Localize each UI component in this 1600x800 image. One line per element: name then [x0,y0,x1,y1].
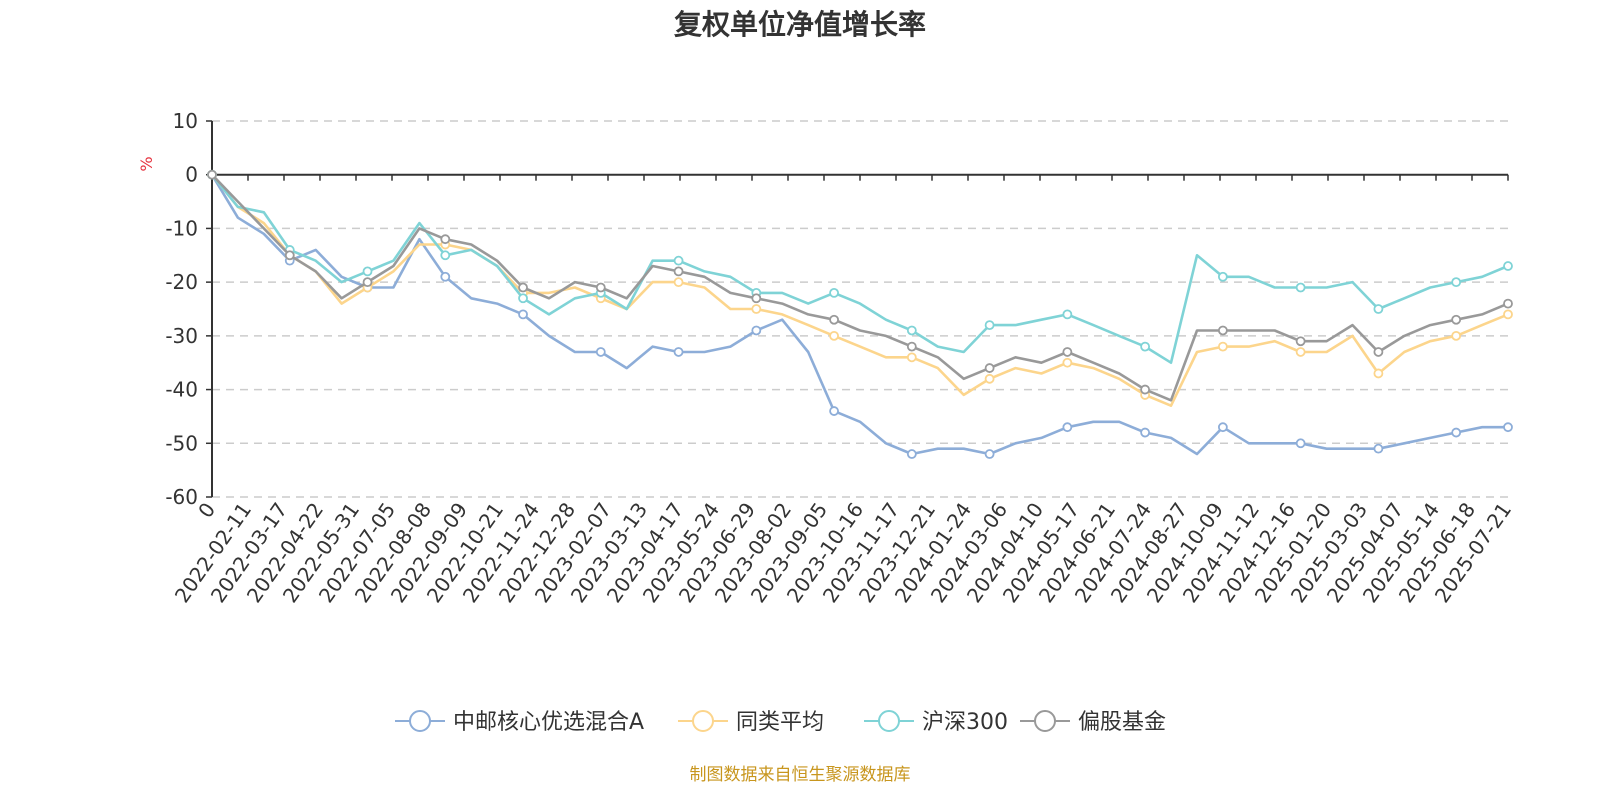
series-point [829,314,839,325]
series-point [1451,330,1462,341]
series-line [210,173,1509,365]
axes [206,120,1509,498]
series-point [906,352,917,363]
legend-label: 沪深300 [922,710,1008,735]
legend-label: 偏股基金 [1078,710,1166,735]
series-point [1140,427,1151,438]
series-point [440,250,451,261]
series-point [906,325,917,336]
grid-lines [212,120,1508,498]
series-point [673,277,684,288]
y-tick-label: -50 [165,431,198,455]
series-point [1062,422,1073,433]
series-point [1217,422,1228,433]
series-point [673,255,684,266]
y-tick-label: 10 [173,109,198,133]
series-point [440,271,451,282]
series-point [1451,314,1462,325]
series-point [1295,282,1306,293]
series-point [1373,443,1384,454]
series-point [984,320,995,331]
legend-label: 中邮核心优选混合A [453,710,644,735]
chart-title: 复权单位净值增长率 [674,8,926,41]
series-point [1503,261,1513,271]
series-point [906,341,917,352]
series-point [751,304,762,314]
series-point [751,293,762,304]
series-point [1295,336,1306,347]
series-point [829,287,839,298]
y-tick-labels: 10 0 -10 -20 -30 -40 -50 -60 [165,109,198,509]
series-point [829,330,839,341]
series-line [210,173,1509,408]
series-point [362,266,373,277]
series-point [1062,347,1073,357]
series-point [207,169,217,180]
series-lines [207,169,1513,459]
x-tick-label: 0 [193,498,220,522]
y-tick-label: -30 [165,324,198,348]
series-point [1373,368,1384,379]
series-point [1503,298,1513,309]
legend-item[interactable]: 沪深300 [864,710,1008,735]
legend-item[interactable]: 偏股基金 [1020,710,1166,735]
series-point [595,347,606,357]
legend-swatch-marker [409,710,431,732]
legend-swatch-marker [692,710,714,732]
series-point [1503,309,1513,320]
y-tick-label: -10 [165,216,198,240]
series-point [1295,438,1306,449]
series-point [984,449,995,459]
series-point [1217,325,1228,336]
series-point [751,325,762,336]
series-point [1295,347,1306,357]
legend-swatch-marker [878,710,900,732]
series-line [211,173,1509,402]
series-point [518,282,528,293]
series-point [1451,277,1462,288]
series-point [1062,309,1073,320]
legend-label: 同类平均 [736,710,824,735]
y-tick-label: 0 [185,163,198,187]
series-point [1373,347,1384,357]
series-point [673,266,684,277]
y-tick-label: -40 [165,378,198,402]
data-source-note: 制图数据来自恒生聚源数据库 [690,765,911,785]
series-point [518,309,528,320]
series-point [1217,341,1228,352]
series-point [1503,422,1513,433]
series-point [673,347,684,357]
legend-item[interactable]: 中邮核心优选混合A [395,710,644,735]
series-point [1217,271,1228,282]
series-point [440,234,451,245]
series-point [595,282,606,293]
series-line [210,174,1508,456]
x-tick-labels: 02022-02-112022-03-172022-04-222022-05-3… [170,498,1516,607]
series-point [1373,304,1384,314]
series-point [984,373,995,384]
series-point [1140,384,1151,395]
series-point [1140,341,1151,352]
y-tick-label: -60 [165,485,198,509]
series-point [362,277,373,288]
series-point [829,406,839,416]
y-axis-unit: % [137,156,156,171]
series-point [284,250,295,261]
legend-swatch-marker [1034,710,1056,732]
legend-item[interactable]: 同类平均 [678,710,824,735]
series-point [906,449,917,459]
y-tick-label: -20 [165,270,198,294]
legend[interactable]: 中邮核心优选混合A 同类平均 沪深300 偏股基金 [395,710,1166,735]
series-point [1451,427,1462,438]
series-point [1062,357,1073,368]
series-point [984,363,995,373]
series-point [518,293,528,304]
